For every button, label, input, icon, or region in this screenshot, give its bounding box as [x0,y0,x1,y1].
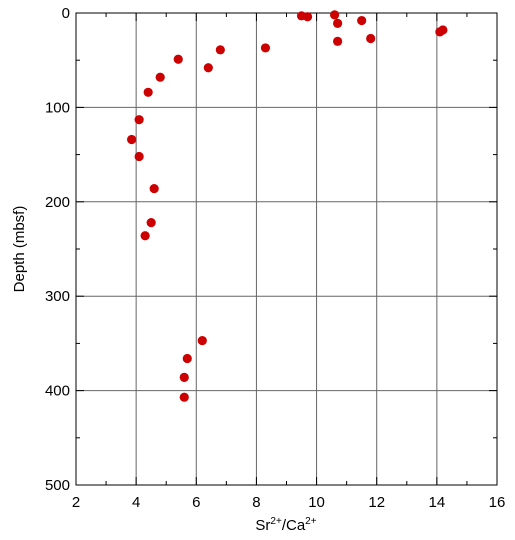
x-tick-label: 16 [489,494,506,511]
data-point [134,151,144,162]
data-point [179,372,189,382]
y-tick-labels: 0 100 200 300 400 500 [45,5,70,494]
gridlines [76,13,497,485]
y-tick-label: 400 [45,383,70,400]
data-point [330,10,340,20]
data-point [357,15,367,26]
x-axis-title-sr: Sr [255,517,270,534]
y-axis-title: Depth (mbsf) [11,206,28,293]
data-point [302,12,313,22]
x-axis-title-slash: / [282,517,287,534]
data-point [215,45,225,55]
y-tick-label: 500 [45,477,70,494]
x-tick-label: 8 [252,494,260,511]
y-tick-label: 0 [62,5,70,22]
data-point [173,54,183,64]
data-point [149,183,159,194]
x-axis-title-sr-charge: 2+ [270,516,282,527]
data-point [127,134,137,145]
data-point [333,18,343,28]
x-tick-label: 10 [308,494,325,511]
data-point [134,115,144,125]
data-point [260,43,271,53]
x-axis-title-ca: Ca [286,517,306,534]
x-tick-label: 4 [132,494,140,511]
data-point [197,335,207,346]
data-point [435,27,445,37]
data-point [143,87,153,97]
x-tick-label: 12 [368,494,385,511]
data-point [140,231,150,241]
data-point [146,217,156,228]
y-tick-label: 300 [45,288,70,305]
data-point [333,36,343,46]
data-points [127,10,448,402]
data-point [155,72,165,82]
data-point [179,392,189,402]
x-tick-label: 2 [72,494,80,511]
y-tick-label: 200 [45,194,70,211]
data-point [366,33,376,44]
x-axis-title: Sr2+/Ca2+ [255,516,316,534]
data-point [203,63,213,73]
axis-ticks [75,12,498,486]
data-point [182,353,192,364]
x-axis-title-ca-charge: 2+ [305,516,317,527]
y-tick-label: 100 [45,99,70,116]
x-tick-labels: 2 4 6 8 10 12 14 16 [72,494,506,511]
x-tick-label: 14 [429,494,446,511]
x-tick-label: 6 [192,494,200,511]
